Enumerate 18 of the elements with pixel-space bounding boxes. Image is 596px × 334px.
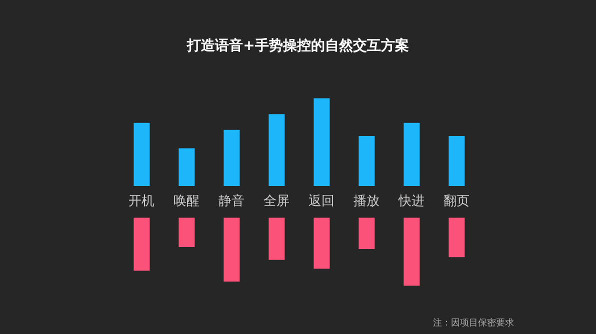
- bar: [404, 122, 420, 186]
- x-tick-label: 唤醒: [174, 194, 200, 209]
- bar: [224, 130, 240, 186]
- bar: [314, 98, 330, 186]
- bar: [178, 148, 195, 186]
- x-tick-label: 开机: [128, 194, 155, 209]
- bar: [448, 136, 465, 186]
- bar: [358, 136, 375, 186]
- x-tick-label: 快进: [398, 194, 425, 209]
- x-tick-label: 翻页: [444, 194, 470, 209]
- text: 注：因项目保密要求: [433, 318, 514, 328]
- x-tick-label: 播放: [354, 194, 380, 209]
- bar: [268, 114, 285, 186]
- chart-title: 打造语音+手势操控的自然交互方案: [186, 37, 409, 54]
- x-tick-label: 返回: [308, 194, 335, 209]
- bar: [134, 122, 150, 186]
- x-tick-label: 静音: [218, 194, 245, 209]
- x-tick-label: 全屏: [264, 194, 290, 209]
